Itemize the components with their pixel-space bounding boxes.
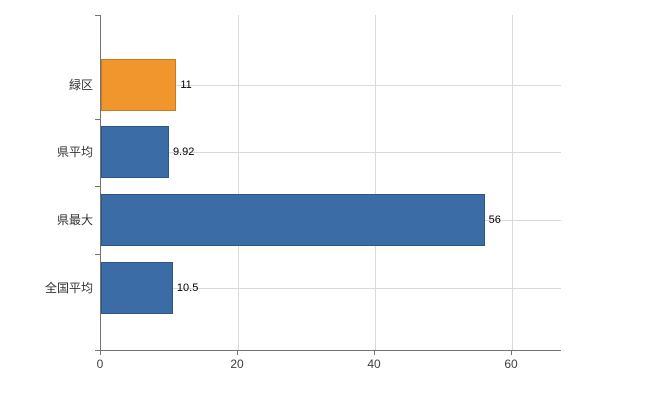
category-label: 緑区 (68, 78, 93, 92)
bar-value-label: 9.92 (172, 146, 195, 158)
bar (101, 59, 177, 111)
x-axis-tick-mark (237, 350, 238, 355)
x-axis-tick-mark (374, 350, 375, 355)
x-axis-tick-label: 20 (230, 357, 244, 371)
y-axis-tick-mark (95, 186, 100, 187)
category-label: 全国平均 (44, 281, 93, 295)
category-label: 県平均 (56, 145, 93, 159)
bar (101, 194, 485, 246)
x-axis-tick-mark (511, 350, 512, 355)
bar (101, 262, 173, 314)
bar-value-label: 11 (180, 79, 192, 91)
horizontal-gridline (101, 288, 561, 289)
bar-value-label: 56 (488, 214, 501, 226)
x-axis-tick-mark (100, 350, 101, 355)
vertical-gridline (238, 15, 239, 350)
plot-area: 11 9.92 56 10.5 (100, 15, 561, 351)
x-axis-tick-label: 40 (367, 357, 381, 371)
vertical-gridline (375, 15, 376, 350)
horizontal-gridline (101, 85, 561, 86)
bar (101, 126, 169, 178)
bar-value-label: 10.5 (176, 282, 199, 294)
y-axis-tick-mark (95, 119, 100, 120)
y-axis-tick-mark (95, 254, 100, 255)
x-axis-tick-label: 0 (96, 357, 104, 371)
y-axis-tick-mark (95, 15, 100, 16)
horizontal-gridline (101, 152, 561, 153)
category-label: 県最大 (56, 213, 93, 227)
y-axis-tick-mark (95, 350, 100, 351)
x-axis-tick-label: 60 (504, 357, 518, 371)
vertical-gridline (512, 15, 513, 350)
